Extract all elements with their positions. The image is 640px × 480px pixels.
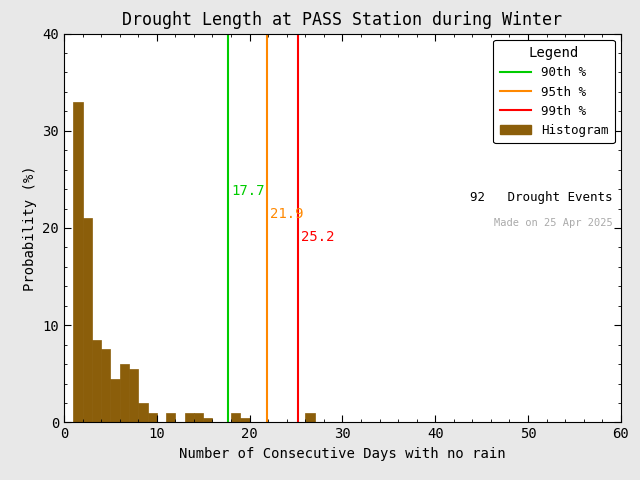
- Bar: [120, 364, 129, 422]
- Bar: [83, 218, 92, 422]
- Bar: [241, 418, 250, 422]
- Text: 21.9: 21.9: [270, 206, 303, 221]
- Legend: 90th %, 95th %, 99th %, Histogram: 90th %, 95th %, 99th %, Histogram: [493, 40, 614, 144]
- X-axis label: Number of Consecutive Days with no rain: Number of Consecutive Days with no rain: [179, 447, 506, 461]
- Bar: [92, 340, 101, 422]
- Bar: [111, 379, 120, 422]
- Bar: [305, 413, 314, 422]
- Bar: [231, 413, 241, 422]
- Text: 25.2: 25.2: [301, 230, 334, 244]
- Bar: [147, 413, 157, 422]
- Text: 92   Drought Events: 92 Drought Events: [470, 191, 612, 204]
- Bar: [73, 102, 83, 422]
- Bar: [166, 413, 175, 422]
- Bar: [101, 349, 111, 422]
- Title: Drought Length at PASS Station during Winter: Drought Length at PASS Station during Wi…: [122, 11, 563, 29]
- Bar: [204, 418, 212, 422]
- Y-axis label: Probability (%): Probability (%): [23, 165, 37, 291]
- Bar: [184, 413, 194, 422]
- Text: 17.7: 17.7: [231, 184, 264, 198]
- Bar: [129, 369, 138, 422]
- Bar: [194, 413, 204, 422]
- Text: Made on 25 Apr 2025: Made on 25 Apr 2025: [493, 218, 612, 228]
- Bar: [138, 403, 148, 422]
